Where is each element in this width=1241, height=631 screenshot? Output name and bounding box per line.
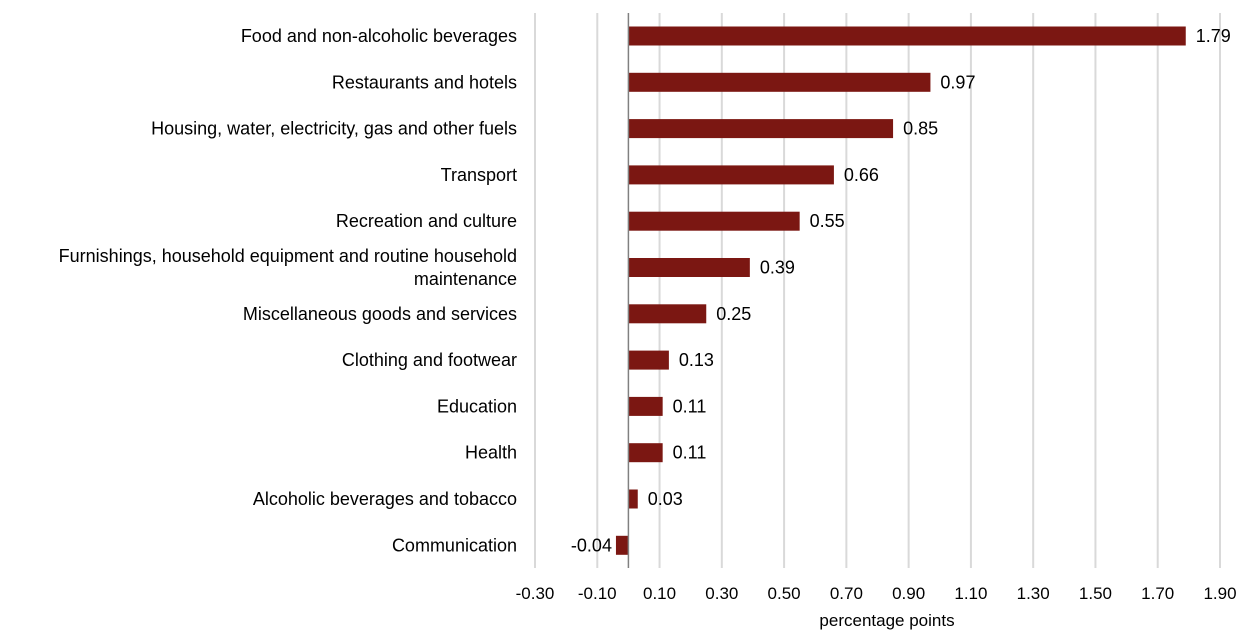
x-tick-label: 1.90 — [1203, 584, 1236, 603]
category-label: Communication — [392, 535, 517, 555]
bar — [628, 350, 669, 370]
category-label: Furnishings, household equipment and rou… — [59, 246, 517, 289]
data-label: 0.03 — [648, 489, 683, 509]
data-label: 1.79 — [1196, 26, 1231, 46]
data-label: 0.25 — [716, 304, 751, 324]
x-tick-label: 0.30 — [705, 584, 738, 603]
x-tick-label: -0.30 — [516, 584, 555, 603]
x-tick-label: 1.30 — [1017, 584, 1050, 603]
category-label: Housing, water, electricity, gas and oth… — [151, 119, 517, 139]
x-tick-label: -0.10 — [578, 584, 617, 603]
data-label: 0.97 — [940, 72, 975, 92]
bar — [628, 26, 1186, 46]
bar — [628, 304, 707, 324]
category-labels: Food and non-alcoholic beverages Restaura… — [59, 26, 517, 555]
x-tick-label: 1.50 — [1079, 584, 1112, 603]
bar — [628, 258, 750, 277]
x-tick-label: 0.50 — [768, 584, 801, 603]
bar — [615, 535, 629, 555]
category-label: Food and non-alcoholic beverages — [241, 26, 517, 46]
data-label: 0.13 — [679, 350, 714, 370]
data-label: 0.11 — [673, 396, 707, 416]
bars — [615, 26, 1186, 555]
data-label: 0.85 — [903, 119, 938, 139]
category-label: Alcoholic beverages and tobacco — [253, 489, 517, 509]
gridlines — [534, 13, 1221, 568]
x-tick-label: 1.10 — [954, 584, 987, 603]
bar — [628, 165, 834, 185]
data-label: -0.04 — [571, 535, 612, 555]
bar — [628, 396, 663, 416]
x-tick-labels: -0.30 -0.10 0.10 0.30 0.50 0.70 0.90 1.10 1.30 1.… — [516, 584, 1237, 603]
bar — [628, 211, 800, 231]
category-label: Transport — [441, 165, 517, 185]
x-tick-label: 0.90 — [892, 584, 925, 603]
x-tick-label: 0.10 — [643, 584, 676, 603]
x-tick-label: 0.70 — [830, 584, 863, 603]
category-label: Clothing and footwear — [342, 350, 517, 370]
bar — [628, 119, 894, 139]
bar — [628, 72, 931, 92]
category-label: Health — [465, 443, 517, 463]
data-label: 0.39 — [760, 258, 795, 278]
data-label: 0.11 — [673, 443, 707, 463]
x-axis-title: percentage points — [819, 611, 954, 630]
bar — [628, 489, 638, 509]
x-tick-label: 1.70 — [1141, 584, 1174, 603]
category-label: Miscellaneous goods and services — [243, 304, 517, 324]
category-label: Education — [437, 396, 517, 416]
category-label: Restaurants and hotels — [332, 72, 517, 92]
data-label: 0.55 — [810, 211, 845, 231]
data-labels: 1.79 0.97 0.85 0.66 0.55 0.39 0.25 0.13 0.11 0.11… — [571, 26, 1231, 555]
data-label: 0.66 — [844, 165, 879, 185]
bar — [628, 443, 663, 463]
category-label: Recreation and culture — [336, 211, 517, 231]
